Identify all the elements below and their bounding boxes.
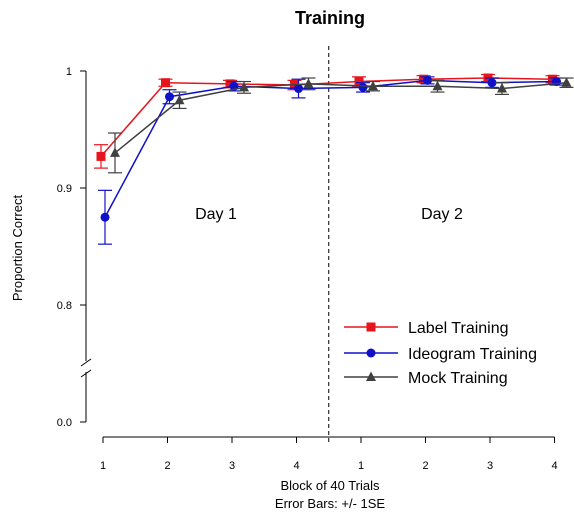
data-point [548, 74, 557, 84]
axes: 1 0.9 0.8 0.0 1 2 3 4 1 2 3 4 [57, 66, 558, 472]
x-axis-label: Block of 40 Trials [281, 478, 380, 493]
data-point [368, 80, 378, 91]
y-axis-label: Proportion Correct [10, 195, 25, 302]
data-point [225, 79, 235, 89]
data-point [497, 83, 507, 93]
x-tick-label: 4 [551, 460, 557, 472]
data-point [487, 78, 497, 88]
legend-marker [366, 322, 376, 332]
data-point [100, 212, 110, 222]
legend: Label Training Ideogram Training Mock Trai… [344, 320, 537, 387]
data-point [174, 94, 185, 105]
legend-label: Mock Training [408, 370, 508, 387]
data-point [303, 78, 314, 88]
x-tick-label: 2 [422, 460, 428, 472]
x-tick-label: 1 [100, 460, 106, 472]
series-ideogram-training [98, 75, 564, 245]
day-label: Day 2 [421, 206, 463, 223]
data-point [165, 92, 174, 102]
y-tick-label: 0.0 [57, 417, 72, 429]
y-axis-break-mark [80, 358, 92, 367]
y-axis-break-mark [80, 369, 92, 378]
x-tick-label: 2 [164, 460, 170, 472]
legend-marker [366, 371, 376, 381]
legend-label: Label Training [408, 320, 509, 337]
x-tick-label: 1 [358, 460, 364, 472]
data-point [423, 75, 432, 85]
y-tick-label: 0.9 [57, 183, 72, 195]
series-layer [94, 73, 574, 245]
legend-label: Ideogram Training [408, 346, 537, 363]
x-tick-label: 3 [229, 460, 235, 472]
series-mock-training [108, 77, 574, 174]
legend-marker [366, 348, 376, 358]
chart-title: Training [295, 8, 365, 28]
data-point [561, 77, 572, 87]
data-point [294, 84, 303, 94]
data-point [96, 151, 106, 161]
x-tick-label: 3 [487, 460, 493, 472]
day-label: Day 1 [195, 206, 237, 223]
y-tick-label: 0.8 [57, 300, 72, 312]
day-labels: Day 1 Day 2 [195, 206, 463, 223]
series-line [114, 81, 567, 154]
data-point [432, 80, 443, 91]
data-point [354, 77, 364, 87]
series-line [100, 77, 553, 157]
x-tick-label: 4 [293, 460, 299, 472]
data-point [161, 78, 170, 88]
series-line [104, 79, 557, 218]
y-tick-label: 1 [66, 66, 72, 78]
data-point [110, 147, 120, 157]
data-point [239, 81, 249, 92]
x-axis-sublabel: Error Bars: +/- 1SE [275, 496, 385, 511]
